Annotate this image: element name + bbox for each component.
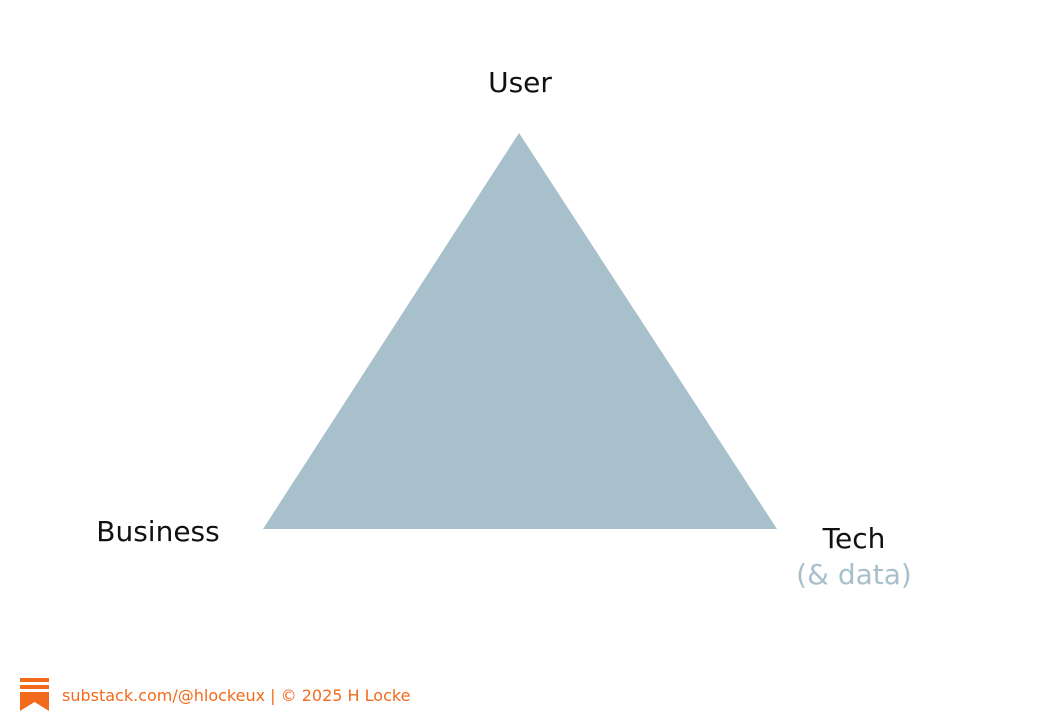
node-label: Business — [96, 515, 219, 548]
node-label: User — [488, 66, 552, 99]
triangle — [263, 133, 777, 529]
substack-icon — [20, 678, 49, 711]
footer-text: substack.com/@hlockeux | © 2025 H Locke — [62, 686, 410, 705]
node-sublabel: (& data) — [796, 558, 912, 591]
node-label: Tech — [822, 522, 886, 555]
